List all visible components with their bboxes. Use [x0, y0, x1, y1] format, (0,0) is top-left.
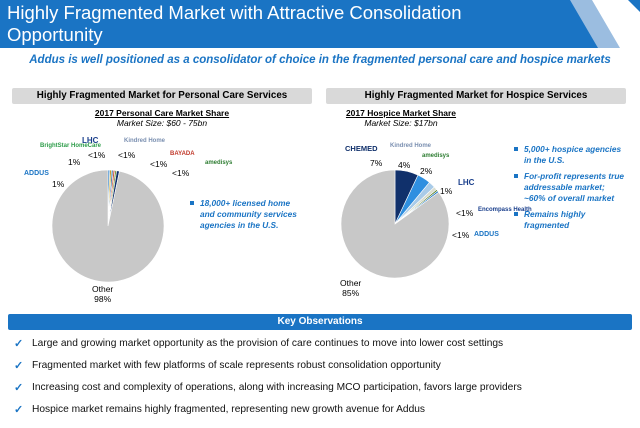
- left-label-amedisys: <1%: [172, 168, 190, 178]
- observation-item: ✓ Hospice market remains highly fragmente…: [10, 402, 630, 424]
- left-label-other: Other 98%: [92, 284, 113, 304]
- left-bullets: 18,000+ licensed home and community serv…: [190, 198, 302, 236]
- right-bullet-2-text: For-profit represents true addressable m…: [524, 171, 625, 203]
- bayada-logo: BAYADA: [170, 151, 195, 157]
- pie-slice-other: [51, 169, 165, 283]
- page-title: Highly Fragmented Market with Attractive…: [7, 2, 567, 46]
- left-chart-heading: 2017 Personal Care Market Share Market S…: [12, 108, 312, 128]
- left-label-addus: 1%: [52, 179, 65, 189]
- left-pie: [51, 169, 165, 283]
- key-observations-title: Key Observations: [8, 314, 632, 330]
- left-bullet-1-text: 18,000+ licensed home and community serv…: [200, 198, 297, 230]
- observation-item: ✓ Increasing cost and complexity of opera…: [10, 380, 630, 402]
- left-market-size: Market Size: $60 - 75bn: [116, 118, 208, 128]
- left-panel-title: Highly Fragmented Market for Personal Ca…: [12, 88, 312, 104]
- header-chevron-icon: [570, 0, 640, 48]
- addus-hospice-logo: ADDUS: [474, 231, 499, 238]
- bullet-square-icon: [514, 147, 518, 151]
- kindred-hospice-logo: Kindred Home: [390, 143, 432, 149]
- checkmark-icon: ✓: [14, 360, 24, 372]
- left-label-bayada: <1%: [150, 159, 168, 169]
- lhc-logo: LHC: [82, 136, 99, 145]
- left-label-kindred: <1%: [118, 150, 136, 160]
- right-bullet-3: Remains highly fragmented: [514, 209, 626, 231]
- right-bullets: 5,000+ hospice agencies in the U.S. For-…: [514, 144, 626, 236]
- right-bullet-3-text: Remains highly fragmented: [524, 209, 586, 230]
- right-pie: [340, 169, 450, 279]
- observation-text: Hospice market remains highly fragmented…: [32, 404, 425, 415]
- observation-text: Increasing cost and complexity of operat…: [32, 382, 522, 393]
- observation-item: ✓ Fragmented market with few platforms of…: [10, 358, 630, 380]
- right-label-lhc: 1%: [440, 186, 453, 196]
- chemed-logo: CHEMED: [345, 144, 378, 153]
- right-label-other-name: Other: [340, 278, 362, 288]
- bullet-square-icon: [514, 212, 518, 216]
- right-label-chemed: 7%: [370, 158, 383, 168]
- checkmark-icon: ✓: [14, 404, 24, 416]
- bullet-square-icon: [190, 201, 194, 205]
- page-title-line-1: Highly Fragmented Market with Attractive…: [7, 2, 462, 23]
- left-label-brightstar: 1%: [68, 157, 81, 167]
- pie-slice-other: [340, 169, 450, 279]
- kindred-logo: Kindred Home: [124, 138, 166, 144]
- right-panel-title: Highly Fragmented Market for Hospice Ser…: [326, 88, 626, 104]
- encompass-logo: Encompass Health: [478, 207, 532, 213]
- right-label-other: Other 85%: [340, 278, 361, 298]
- right-label-addus: <1%: [452, 230, 470, 240]
- left-chart-title: 2017 Personal Care Market Share: [94, 108, 230, 118]
- checkmark-icon: ✓: [14, 338, 24, 350]
- key-observations-list: ✓ Large and growing market opportunity as…: [10, 336, 630, 424]
- amedisys-hospice-logo: amedisys: [422, 153, 450, 159]
- header-bar: Highly Fragmented Market with Attractive…: [0, 0, 640, 48]
- observation-text: Large and growing market opportunity as …: [32, 338, 504, 349]
- observation-text: Fragmented market with few platforms of …: [32, 360, 441, 371]
- left-bullet-1: 18,000+ licensed home and community serv…: [190, 198, 302, 231]
- brightstar-logo: BrightStar HomeCare: [40, 143, 102, 149]
- page-title-line-2: Opportunity: [7, 24, 103, 45]
- observation-item: ✓ Large and growing market opportunity as…: [10, 336, 630, 358]
- right-bullet-1-text: 5,000+ hospice agencies in the U.S.: [524, 144, 622, 165]
- right-label-encompass: <1%: [456, 208, 474, 218]
- left-label-other-name: Other: [92, 284, 114, 294]
- right-chart-title: 2017 Hospice Market Share: [345, 108, 457, 118]
- left-label-lhc: <1%: [88, 150, 106, 160]
- right-market-size: Market Size: $17bn: [364, 118, 438, 128]
- right-label-other-value: 85%: [342, 288, 360, 298]
- right-bullet-1: 5,000+ hospice agencies in the U.S.: [514, 144, 626, 166]
- right-bullet-2: For-profit represents true addressable m…: [514, 171, 626, 204]
- addus-logo: ADDUS: [24, 170, 49, 177]
- amedisys-logo: amedisys: [205, 160, 233, 166]
- page-subtitle: Addus is well positioned as a consolidat…: [29, 54, 611, 66]
- bullet-square-icon: [514, 174, 518, 178]
- lhc-hospice-logo: LHC: [458, 178, 475, 187]
- right-label-kindred: 4%: [398, 160, 411, 170]
- left-label-other-value: 98%: [94, 294, 112, 304]
- right-label-amedisys: 2%: [420, 166, 433, 176]
- right-chart-heading: 2017 Hospice Market Share Market Size: $…: [326, 108, 476, 128]
- checkmark-icon: ✓: [14, 382, 24, 394]
